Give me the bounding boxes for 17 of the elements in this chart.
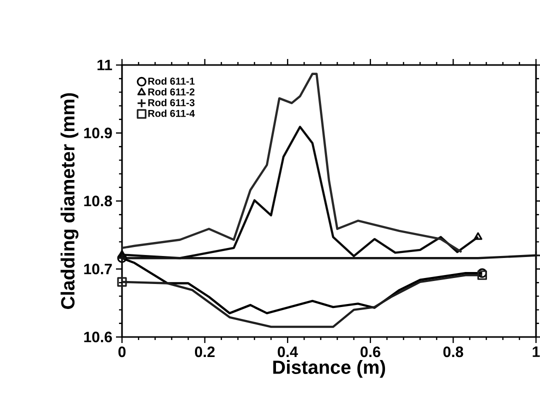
y-tick-label: 10.6 bbox=[84, 332, 112, 342]
legend-label: Rod 611-2 bbox=[148, 88, 194, 96]
legend-label: Rod 611-4 bbox=[148, 110, 195, 117]
y-tick-label: 10.9 bbox=[84, 128, 112, 138]
y-tick-label: 10.8 bbox=[84, 196, 112, 206]
x-tick-label: 0.2 bbox=[194, 346, 215, 358]
x-tick-label: 0.4 bbox=[278, 346, 298, 358]
x-axis-title: Distance (m) bbox=[273, 360, 386, 378]
y-axis-title: Cladding diameter (mm) bbox=[60, 93, 78, 309]
legend-label: Rod 611-1 bbox=[148, 77, 195, 85]
x-tick-label: 0.6 bbox=[360, 346, 380, 358]
y-tick-label: 11 bbox=[98, 60, 112, 70]
legend-label: Rod 611-3 bbox=[148, 98, 195, 106]
x-tick-label: 0.8 bbox=[443, 346, 464, 358]
y-tick-label: 10.7 bbox=[84, 264, 112, 274]
x-tick-label: 0 bbox=[118, 346, 126, 358]
x-tick-label: 1 bbox=[532, 346, 540, 357]
